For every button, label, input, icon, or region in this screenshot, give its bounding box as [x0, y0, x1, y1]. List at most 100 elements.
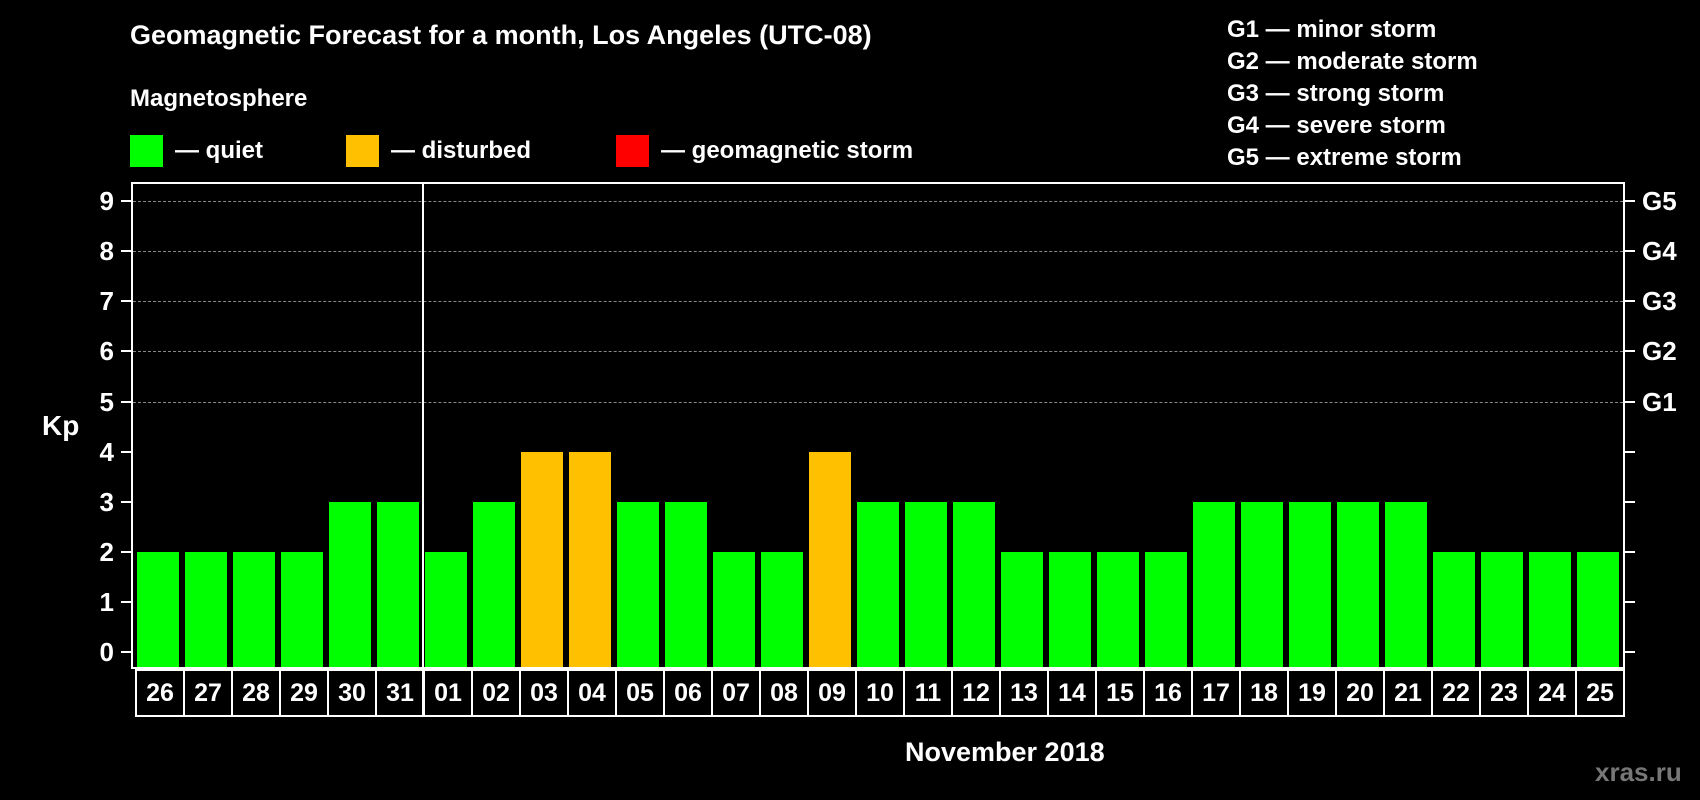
x-tick-label: 18 [1239, 669, 1289, 717]
legend-label: — quiet [175, 137, 263, 164]
legend-swatch-disturbed [346, 135, 379, 167]
gridline [133, 251, 1623, 253]
bar-quiet [329, 501, 371, 667]
x-tick-label: 13 [999, 669, 1049, 717]
y-tick-right [1625, 250, 1635, 253]
y-tick-right [1625, 600, 1635, 603]
x-tick-label: 29 [279, 669, 329, 717]
legend-disturbed: — disturbed [346, 135, 531, 167]
y-axis-label: Kp [42, 410, 80, 441]
y-tick-right [1625, 651, 1635, 653]
x-tick-label: 03 [519, 669, 569, 717]
x-tick-label: 14 [1047, 669, 1097, 717]
x-tick-label: 07 [711, 669, 761, 717]
bar-quiet [425, 551, 467, 667]
y-tick-left [121, 250, 131, 253]
x-tick-label: 04 [567, 669, 617, 717]
bar-quiet [1193, 501, 1235, 667]
storm-legend-g1: G1 — minor storm [1227, 16, 1437, 43]
storm-legend-g2: G2 — moderate storm [1227, 48, 1478, 75]
bar-quiet [185, 551, 227, 667]
x-tick-label: 05 [615, 669, 665, 717]
g-scale-label: G1 [1642, 386, 1677, 417]
y-tick-label: 0 [99, 637, 114, 667]
bar-quiet [1001, 551, 1043, 667]
y-tick-label: 8 [99, 236, 114, 267]
y-tick-left [121, 500, 131, 503]
plot-area [131, 182, 1625, 669]
bar-quiet [377, 501, 419, 667]
gridline [133, 351, 1623, 353]
y-tick-right [1625, 550, 1635, 553]
storm-legend-g5: G5 — extreme storm [1227, 144, 1462, 171]
g-scale-label: G2 [1642, 336, 1677, 367]
x-tick-label: 16 [1143, 669, 1193, 717]
y-tick-right [1625, 500, 1635, 503]
x-tick-label: 22 [1431, 669, 1481, 717]
x-tick-label: 28 [231, 669, 281, 717]
bar-disturbed [521, 451, 563, 667]
x-tick-label: 12 [951, 669, 1001, 717]
bar-quiet [233, 551, 275, 667]
x-tick-label: 31 [375, 669, 425, 717]
y-tick-right [1625, 300, 1635, 303]
y-tick-left [121, 450, 131, 453]
legend-storm: — geomagnetic storm [616, 135, 913, 167]
bar-quiet [953, 501, 995, 667]
x-tick-label: 15 [1095, 669, 1145, 717]
y-tick-left [121, 350, 131, 353]
bar-disturbed [569, 451, 611, 667]
gridline [133, 301, 1623, 303]
legend-swatch-quiet [130, 135, 163, 167]
x-tick-label: 10 [855, 669, 905, 717]
x-tick-label: 24 [1527, 669, 1577, 717]
x-tick-label: 19 [1287, 669, 1337, 717]
gridline [133, 201, 1623, 203]
bar-quiet [1049, 551, 1091, 667]
watermark: xras.ru [1595, 757, 1682, 787]
x-tick-label: 27 [183, 669, 233, 717]
x-tick-label: 30 [327, 669, 377, 717]
bar-quiet [1145, 551, 1187, 667]
bar-quiet [1577, 551, 1619, 667]
bar-quiet [665, 501, 707, 667]
legend-swatch-storm [616, 135, 649, 167]
x-tick-label: 17 [1191, 669, 1241, 717]
y-tick-left [121, 300, 131, 303]
x-tick-label: 26 [135, 669, 185, 717]
bar-quiet [713, 551, 755, 667]
y-tick-label: 6 [99, 336, 114, 367]
month-divider [422, 182, 424, 717]
bar-quiet [1241, 501, 1283, 667]
y-tick-right [1625, 350, 1635, 353]
legend-label: — geomagnetic storm [661, 137, 914, 164]
chart-subtitle: Magnetosphere [130, 85, 308, 112]
bar-quiet [857, 501, 899, 667]
x-tick-label: 21 [1383, 669, 1433, 717]
bar-quiet [1529, 551, 1571, 667]
g-scale-label: G5 [1642, 186, 1677, 217]
bar-quiet [1337, 501, 1379, 667]
bar-quiet [761, 551, 803, 667]
bar-quiet [905, 501, 947, 667]
y-tick-label: 3 [99, 486, 114, 517]
x-tick-label: 23 [1479, 669, 1529, 717]
y-tick-right [1625, 200, 1635, 203]
y-tick-left [121, 550, 131, 553]
bar-quiet [1097, 551, 1139, 667]
bar-quiet [1385, 501, 1427, 667]
x-tick-label: 20 [1335, 669, 1385, 717]
x-tick-label: 06 [663, 669, 713, 717]
x-axis-label: November 2018 [905, 737, 1105, 767]
storm-scale-legend: G1 — minor storm G2 — moderate storm G3 … [1227, 14, 1478, 174]
x-tick-label: 02 [471, 669, 521, 717]
y-tick-left [121, 200, 131, 203]
bar-quiet [1481, 551, 1523, 667]
legend-quiet: — quiet [130, 135, 263, 167]
bar-quiet [617, 501, 659, 667]
bar-disturbed [809, 451, 851, 667]
x-tick-label: 01 [423, 669, 473, 717]
y-tick-label: 1 [99, 586, 114, 617]
y-tick-label: 7 [99, 286, 114, 317]
g-scale-label: G3 [1642, 286, 1677, 317]
